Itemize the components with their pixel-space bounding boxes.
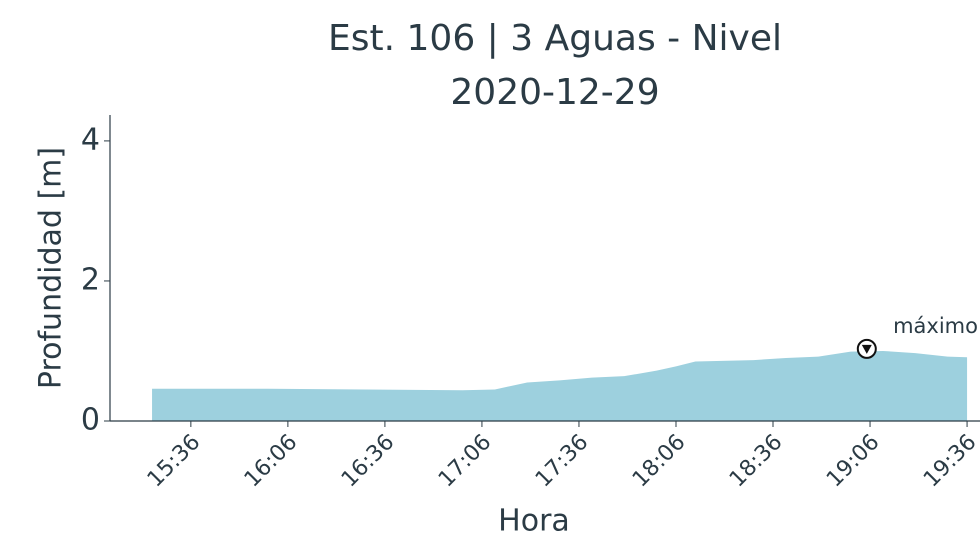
x-tick-label: 16:06 bbox=[240, 430, 303, 493]
y-axis-label: Profundidad [m] bbox=[34, 147, 69, 389]
x-tick-label: 17:36 bbox=[531, 430, 594, 493]
x-tick-label: 16:36 bbox=[337, 430, 400, 493]
x-tick-label: 19:36 bbox=[919, 430, 980, 493]
x-tick-label: 19:06 bbox=[822, 430, 885, 493]
chart-subtitle: 2020-12-29 bbox=[450, 72, 659, 113]
x-tick-label: 18:06 bbox=[628, 430, 691, 493]
y-tick-label: 2 bbox=[81, 262, 100, 297]
x-axis-label: Hora bbox=[498, 504, 570, 539]
annotation-label: máximo bbox=[893, 314, 978, 338]
y-tick-label: 4 bbox=[81, 122, 100, 157]
x-tick-label: 17:06 bbox=[434, 430, 497, 493]
chart-title: Est. 106 | 3 Aguas - Nivel bbox=[328, 18, 782, 59]
x-tick-label: 18:36 bbox=[725, 430, 788, 493]
max-marker bbox=[856, 338, 877, 359]
y-tick-label: 0 bbox=[81, 403, 100, 438]
x-tick-label: 15:36 bbox=[143, 430, 206, 493]
area bbox=[152, 350, 968, 421]
